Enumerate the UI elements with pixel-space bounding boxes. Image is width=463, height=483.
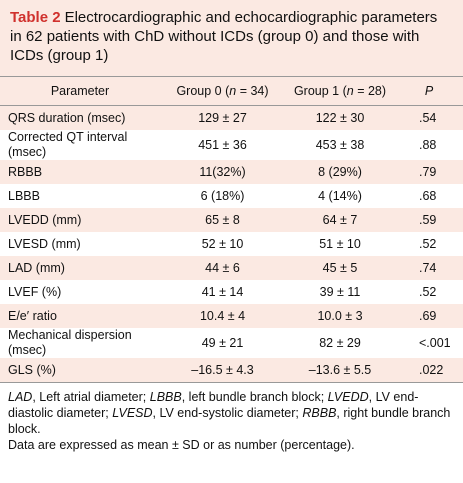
data-table: Parameter Group 0 (n = 34) Group 1 (n = 28… bbox=[0, 76, 463, 383]
table-cell: –13.6 ± 5.5 bbox=[285, 358, 395, 383]
table-cell: 6 (18%) bbox=[200, 188, 245, 203]
table-cell: 453 ± 38 bbox=[315, 137, 365, 152]
table-cell: LVEDD (mm) bbox=[0, 208, 160, 232]
table-cell: 41 ± 14 bbox=[201, 284, 244, 299]
table-cell: 4 (14%) bbox=[318, 188, 362, 203]
table-cell: .74 bbox=[395, 256, 463, 280]
table-cell: .88 bbox=[419, 137, 437, 152]
table-cell: .79 bbox=[395, 160, 463, 184]
table-cell: Corrected QT interval (msec) bbox=[8, 130, 128, 159]
table-row: GLS (%) –16.5 ± 4.3 –13.6 ± 5.5.022 bbox=[0, 358, 463, 383]
table-cell: GLS (%) bbox=[0, 358, 160, 383]
table-row: LVEF (%) 41 ± 14 39 ± 11 .52 bbox=[0, 280, 463, 304]
table-caption: Table 2 Electrocardiographic and echocard… bbox=[0, 0, 463, 76]
table-cell: .68 bbox=[419, 188, 437, 203]
table-row: LAD (mm) 44 ± 6 45 ± 5.74 bbox=[0, 256, 463, 280]
table-cell: LAD (mm) bbox=[0, 256, 160, 280]
table-cell: LVESD (mm) bbox=[8, 236, 81, 251]
table-row: RBBB 11(32%) 8 (29%) .79 bbox=[0, 160, 463, 184]
header-text: Group 0 ( bbox=[176, 84, 230, 98]
table-row: Corrected QT interval (msec) 451 ± 36 453 … bbox=[0, 130, 463, 160]
table-cell: 122 ± 30 bbox=[285, 105, 395, 130]
table-cell: LBBB bbox=[8, 188, 40, 203]
table-cell: .52 bbox=[419, 284, 437, 299]
header-cell: Group 1 (n = 28) bbox=[285, 76, 395, 106]
table-cell: 10.0 ± 3 bbox=[285, 304, 395, 328]
header-row: Parameter Group 0 (n = 34) Group 1 (n = 28… bbox=[0, 76, 463, 106]
table-cell: –16.5 ± 4.3 bbox=[160, 358, 285, 383]
table-cell: .52 bbox=[419, 236, 437, 251]
abbreviation-text: , Left atrial diameter; bbox=[32, 390, 150, 404]
table-row: Mechanical dispersion (msec) 49 ± 21 82 ± … bbox=[0, 328, 463, 358]
table-cell: 51 ± 10 bbox=[319, 236, 361, 251]
header-cell: P bbox=[395, 76, 463, 106]
table-cell: 11(32%) bbox=[160, 160, 285, 184]
table-cell: .54 bbox=[395, 105, 463, 130]
header-text: = 28) bbox=[353, 84, 387, 98]
table-cell: .69 bbox=[395, 304, 463, 328]
table-cell: 129 ± 27 bbox=[160, 105, 285, 130]
table-cell: 10.4 ± 4 bbox=[160, 304, 285, 328]
table-row: E/e′ ratio 10.4 ± 4 10.0 ± 3.69 bbox=[0, 304, 463, 328]
table-cell: 45 ± 5 bbox=[285, 256, 395, 280]
table-cell: Mechanical dispersion (msec) bbox=[8, 328, 132, 357]
table-cell: LVEF (%) bbox=[8, 284, 62, 299]
table-cell: RBBB bbox=[0, 160, 160, 184]
caption-text: Electrocardiographic and echocardiograph… bbox=[10, 9, 438, 64]
abbreviations: LAD, Left atrial diameter; LBBB, left bu… bbox=[8, 389, 453, 437]
table-row: LVESD (mm) 52 ± 10 51 ± 10 .52 bbox=[0, 232, 463, 256]
header-cell: Group 0 (n = 34) bbox=[160, 76, 285, 106]
table-row: LVEDD (mm) 65 ± 8 64 ± 7.59 bbox=[0, 208, 463, 232]
abbreviation-term: LBBB bbox=[149, 390, 182, 404]
table-cell: 65 ± 8 bbox=[160, 208, 285, 232]
table-cell: 44 ± 6 bbox=[160, 256, 285, 280]
abbreviation-term: RBBB bbox=[302, 406, 337, 420]
table-cell: 82 ± 29 bbox=[319, 335, 361, 350]
abbreviation-text: , LV end-diastolic diameter; bbox=[8, 390, 419, 420]
footnote: LAD, Left atrial diameter; LBBB, left bu… bbox=[0, 383, 463, 453]
abbreviation-text: , LV end-systolic diameter; bbox=[152, 406, 303, 420]
table-cell: 64 ± 7 bbox=[285, 208, 395, 232]
header-cell: Parameter bbox=[0, 76, 160, 106]
table-body: QRS duration (msec) 129 ± 27 122 ± 30.54 Co… bbox=[0, 105, 463, 383]
table-row: LBBB 6 (18%) 4 (14%) .68 bbox=[0, 184, 463, 208]
table-cell: 39 ± 11 bbox=[319, 284, 361, 299]
table-cell: QRS duration (msec) bbox=[0, 105, 160, 130]
header-text: Group 1 ( bbox=[293, 84, 347, 98]
table-cell: .59 bbox=[395, 208, 463, 232]
header-text: P bbox=[424, 84, 434, 98]
header-text: n bbox=[229, 84, 237, 98]
header-text: n bbox=[346, 84, 354, 98]
table-cell: E/e′ ratio bbox=[0, 304, 160, 328]
abbreviation-term: LAD bbox=[8, 390, 33, 404]
abbreviation-text: , right bundle branch block. bbox=[8, 406, 451, 436]
table-row: QRS duration (msec) 129 ± 27 122 ± 30.54 bbox=[0, 105, 463, 130]
header-text: = 34) bbox=[236, 84, 269, 98]
table-cell: 52 ± 10 bbox=[201, 236, 244, 251]
table-cell: .022 bbox=[395, 358, 463, 383]
table-cell: 451 ± 36 bbox=[198, 137, 247, 152]
table-cell: <.001 bbox=[419, 335, 451, 350]
table-cell: 8 (29%) bbox=[285, 160, 395, 184]
header-text: Parameter bbox=[50, 84, 110, 98]
abbreviation-term: LVESD bbox=[112, 406, 153, 420]
caption-label: Table 2 bbox=[10, 9, 61, 26]
abbreviation-text: , left bundle branch block; bbox=[181, 390, 328, 404]
abbreviation-term: LVEDD bbox=[327, 390, 369, 404]
table-cell: 49 ± 21 bbox=[201, 335, 244, 350]
footnote-note: Data are expressed as mean ± SD or as nu… bbox=[8, 438, 355, 452]
